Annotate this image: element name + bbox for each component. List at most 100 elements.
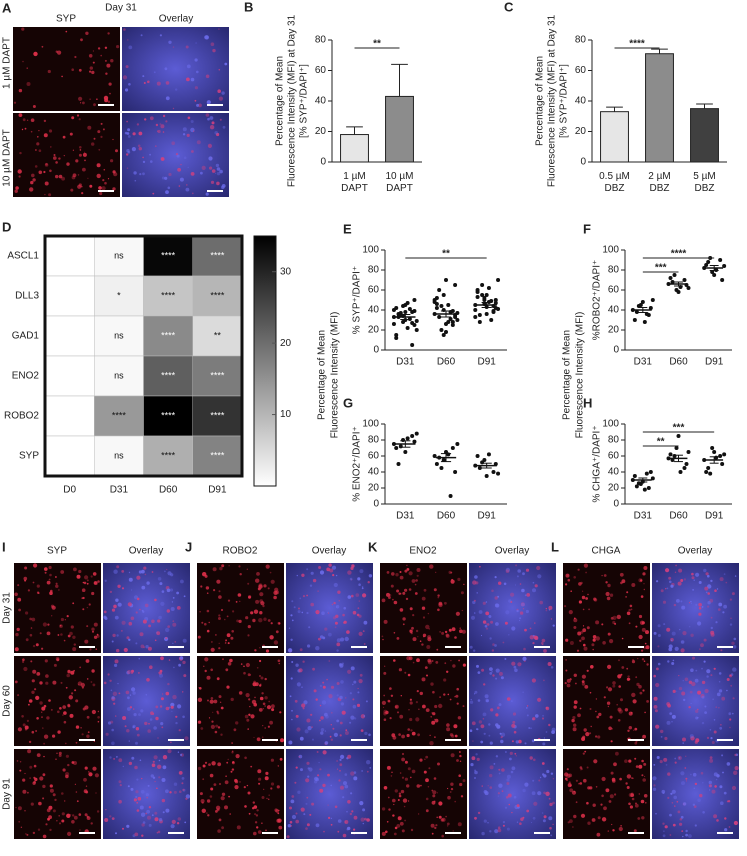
- texture: [425, 797, 429, 801]
- texture: [131, 756, 135, 760]
- texture: [495, 713, 499, 717]
- texture: [411, 579, 416, 583]
- texture: [628, 622, 631, 625]
- texture: [172, 107, 175, 110]
- texture: [589, 786, 593, 790]
- texture: [47, 623, 50, 626]
- texture: [695, 709, 699, 713]
- texture: [394, 789, 398, 793]
- texture: [322, 750, 327, 755]
- texture: [393, 632, 396, 634]
- texture: [46, 580, 51, 585]
- texture: [573, 626, 577, 629]
- texture: [118, 758, 123, 763]
- texture: [704, 711, 707, 714]
- texture: [101, 186, 106, 191]
- texture: [150, 774, 154, 778]
- data-point: [453, 470, 458, 474]
- heatmap-cell: [192, 395, 243, 437]
- texture: [86, 815, 89, 818]
- texture: [698, 581, 702, 584]
- texture: [333, 582, 338, 588]
- texture: [672, 689, 676, 694]
- texture: [428, 628, 430, 630]
- texture: [321, 700, 327, 705]
- texture: [296, 682, 301, 687]
- channel-image: [563, 656, 650, 746]
- texture: [319, 684, 322, 688]
- cell-annotation: *: [117, 290, 121, 300]
- texture: [170, 741, 172, 743]
- texture: [472, 580, 477, 585]
- texture: [14, 592, 18, 597]
- texture: [494, 644, 497, 647]
- texture: [592, 635, 597, 639]
- texture: [26, 119, 29, 122]
- texture: [707, 584, 712, 589]
- texture: [121, 570, 125, 573]
- texture: [508, 599, 512, 603]
- texture: [422, 704, 426, 709]
- texture: [17, 727, 22, 732]
- texture: [436, 792, 438, 794]
- texture: [336, 760, 338, 762]
- texture: [679, 822, 683, 826]
- texture: [159, 123, 162, 125]
- texture: [150, 711, 154, 715]
- texture: [399, 821, 404, 826]
- texture: [301, 573, 305, 577]
- texture: [154, 639, 157, 642]
- texture: [183, 156, 187, 160]
- texture: [299, 648, 303, 652]
- column-label: Overlay: [495, 546, 529, 557]
- texture: [446, 723, 450, 727]
- texture: [457, 822, 462, 827]
- texture: [79, 666, 82, 669]
- texture: [725, 581, 728, 584]
- texture: [685, 780, 688, 782]
- texture: [495, 677, 498, 680]
- texture: [28, 703, 30, 706]
- texture: [403, 805, 406, 808]
- texture: [626, 774, 632, 779]
- texture: [327, 773, 330, 777]
- texture: [25, 611, 29, 615]
- texture: [478, 610, 483, 614]
- row-label: ASCL1: [7, 251, 39, 262]
- heatmap-cell: [94, 315, 144, 357]
- texture: [616, 614, 621, 620]
- texture: [270, 758, 274, 762]
- texture: [586, 626, 590, 630]
- texture: [617, 674, 622, 679]
- texture: [350, 666, 355, 671]
- texture: [498, 703, 502, 707]
- texture: [346, 810, 348, 813]
- texture: [210, 787, 214, 791]
- data-point: [650, 476, 655, 481]
- bar: [600, 111, 629, 163]
- texture: [671, 789, 676, 794]
- texture: [148, 806, 152, 809]
- texture: [449, 698, 452, 701]
- texture: [390, 775, 393, 777]
- texture: [732, 667, 737, 672]
- texture: [111, 696, 115, 700]
- texture: [481, 785, 483, 787]
- texture: [250, 765, 253, 768]
- texture: [45, 681, 49, 685]
- texture: [546, 769, 550, 774]
- texture: [415, 629, 419, 633]
- texture: [168, 40, 172, 44]
- texture: [302, 660, 305, 663]
- texture: [161, 726, 164, 729]
- texture: [690, 773, 692, 776]
- texture: [628, 759, 632, 763]
- column-label: ENO2: [409, 546, 437, 557]
- texture: [482, 620, 487, 624]
- texture: [435, 571, 437, 573]
- texture: [224, 641, 227, 644]
- texture: [506, 774, 511, 779]
- texture: [72, 647, 77, 652]
- texture: [430, 682, 434, 686]
- texture: [577, 568, 580, 571]
